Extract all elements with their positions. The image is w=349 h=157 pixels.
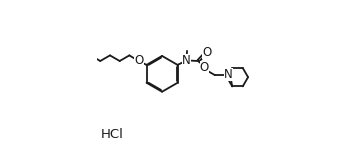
Text: O: O [200,62,209,74]
Text: O: O [202,46,211,59]
Text: O: O [134,54,144,68]
Text: N: N [224,68,233,81]
Text: HCl: HCl [101,128,124,141]
Text: N: N [182,54,191,67]
